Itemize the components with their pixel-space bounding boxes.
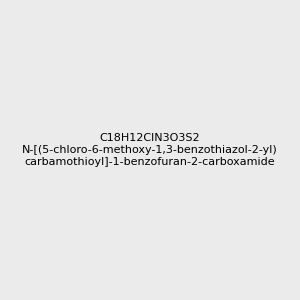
Text: C18H12ClN3O3S2
N-[(5-chloro-6-methoxy-1,3-benzothiazol-2-yl)
carbamothioyl]-1-be: C18H12ClN3O3S2 N-[(5-chloro-6-methoxy-1,… [22, 134, 278, 166]
